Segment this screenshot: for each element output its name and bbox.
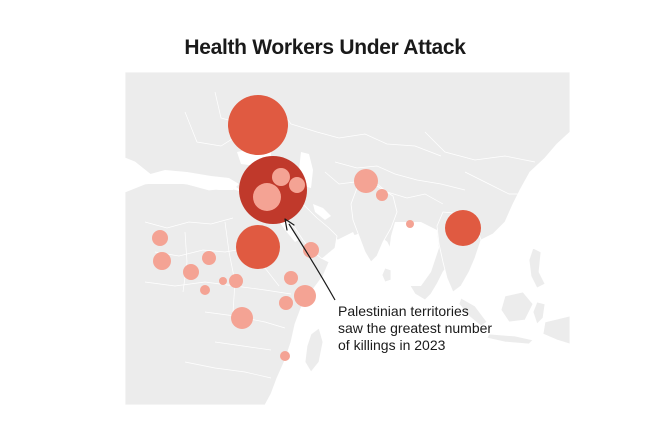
marker-south-sudan xyxy=(303,242,319,258)
sumatra-land xyxy=(458,297,488,327)
borneo-land xyxy=(500,291,534,323)
sri-lanka-land xyxy=(381,267,392,283)
sulawesi-land xyxy=(532,301,546,325)
marker-pakistan xyxy=(376,189,388,201)
marker-afghanistan xyxy=(354,169,378,193)
marker-myanmar xyxy=(445,210,481,246)
marker-israel xyxy=(253,183,281,211)
marker-lebanon xyxy=(272,168,290,186)
papua-land xyxy=(542,315,570,345)
annotation-text: Palestinian territories saw the greatest… xyxy=(338,303,558,354)
arrowhead xyxy=(284,218,295,231)
page-title: Health Workers Under Attack xyxy=(184,36,466,59)
mediterranean-sea xyxy=(143,170,239,190)
marker-cameroon xyxy=(202,251,216,265)
marker-somalia xyxy=(294,285,316,307)
marker-syria xyxy=(289,177,305,193)
arrow-line xyxy=(288,223,336,301)
marker-nigeria xyxy=(183,264,199,280)
marker-burkina-faso xyxy=(153,252,171,270)
marker-mali xyxy=(152,230,168,246)
marker-mozambique xyxy=(280,351,290,361)
persian-gulf xyxy=(313,204,331,220)
marker-india xyxy=(406,220,414,228)
marker-ethiopia xyxy=(284,271,298,285)
marker-small-1 xyxy=(232,274,242,284)
country-borders xyxy=(144,91,536,379)
annotation-line-1: Palestinian territories xyxy=(338,303,469,319)
marker-ukraine xyxy=(228,95,288,155)
south-china-sea xyxy=(481,238,527,290)
annotation-line-2: saw the greatest number xyxy=(338,320,493,336)
marker-burundi xyxy=(279,296,293,310)
annotation-line-3: of killings in 2023 xyxy=(338,337,446,353)
map-panel xyxy=(125,72,570,405)
water-layer xyxy=(143,148,527,294)
india-land xyxy=(350,185,398,263)
bay-of-bengal xyxy=(389,222,439,286)
marker-kenya xyxy=(200,285,210,295)
base-map xyxy=(125,72,570,405)
madagascar-land xyxy=(304,327,324,373)
philippines-land xyxy=(528,247,546,289)
marker-democratic-republic-of-the-congo xyxy=(231,307,253,329)
marker-small-2 xyxy=(219,277,227,285)
java-land xyxy=(486,333,534,345)
annotation-arrow xyxy=(284,218,336,301)
arabian-sea xyxy=(325,232,369,294)
markers-layer xyxy=(152,95,481,361)
marker-sudan xyxy=(236,225,280,269)
